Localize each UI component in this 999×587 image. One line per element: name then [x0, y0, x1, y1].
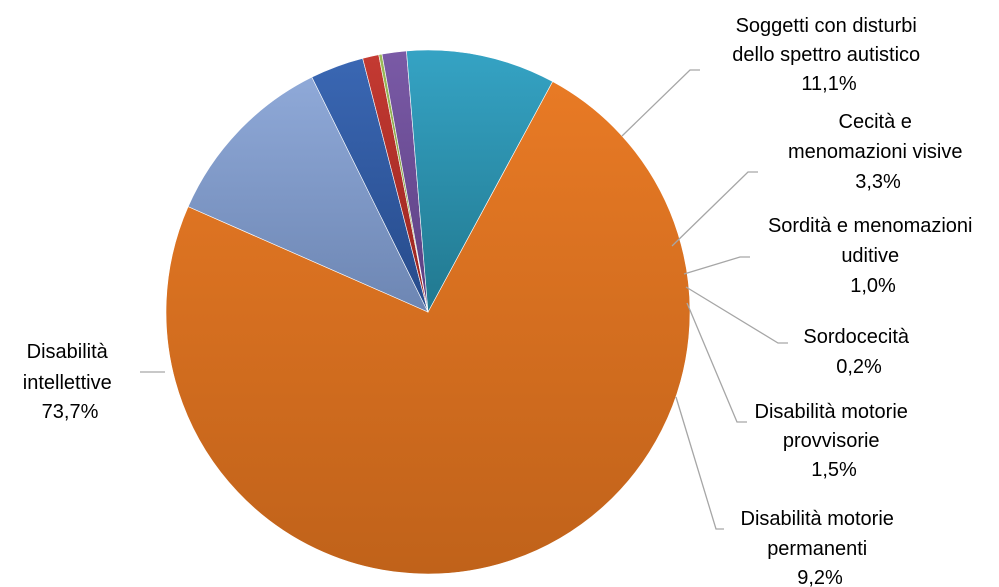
- label-deafblind: Sordocecità 0,2%: [803, 326, 914, 378]
- label-intellectual: Disabilità intellettive 73,7%: [23, 341, 118, 423]
- slice-disabilita-motorie-permanenti: [406, 49, 554, 314]
- leader-lines: [140, 69, 788, 530]
- leader-line-deafblind: [685, 286, 788, 344]
- pie-slices: [165, 49, 691, 575]
- label-motor-perm: Disabilità motorie permanenti 9,2%: [741, 508, 900, 587]
- leader-line-hearing: [683, 256, 750, 275]
- slice-soggetti-con-disturbi-dello-spettro-autistico: [187, 76, 429, 313]
- leader-line-visual: [671, 171, 758, 247]
- label-motor-temp: Disabilità motorie provvisorie 1,5%: [755, 401, 914, 481]
- leader-line-autism: [621, 69, 700, 137]
- leader-line-motor-temp: [686, 302, 747, 423]
- slice-disabilita-intellettive: [165, 81, 691, 575]
- label-visual: Cecità e menomazioni visive 3,3%: [788, 111, 968, 193]
- label-autism: Soggetti con disturbi dello spettro auti…: [732, 15, 925, 95]
- leader-line-motor-perm: [675, 396, 724, 530]
- label-hearing: Sordità e menomazioni uditive 1,0%: [768, 215, 978, 297]
